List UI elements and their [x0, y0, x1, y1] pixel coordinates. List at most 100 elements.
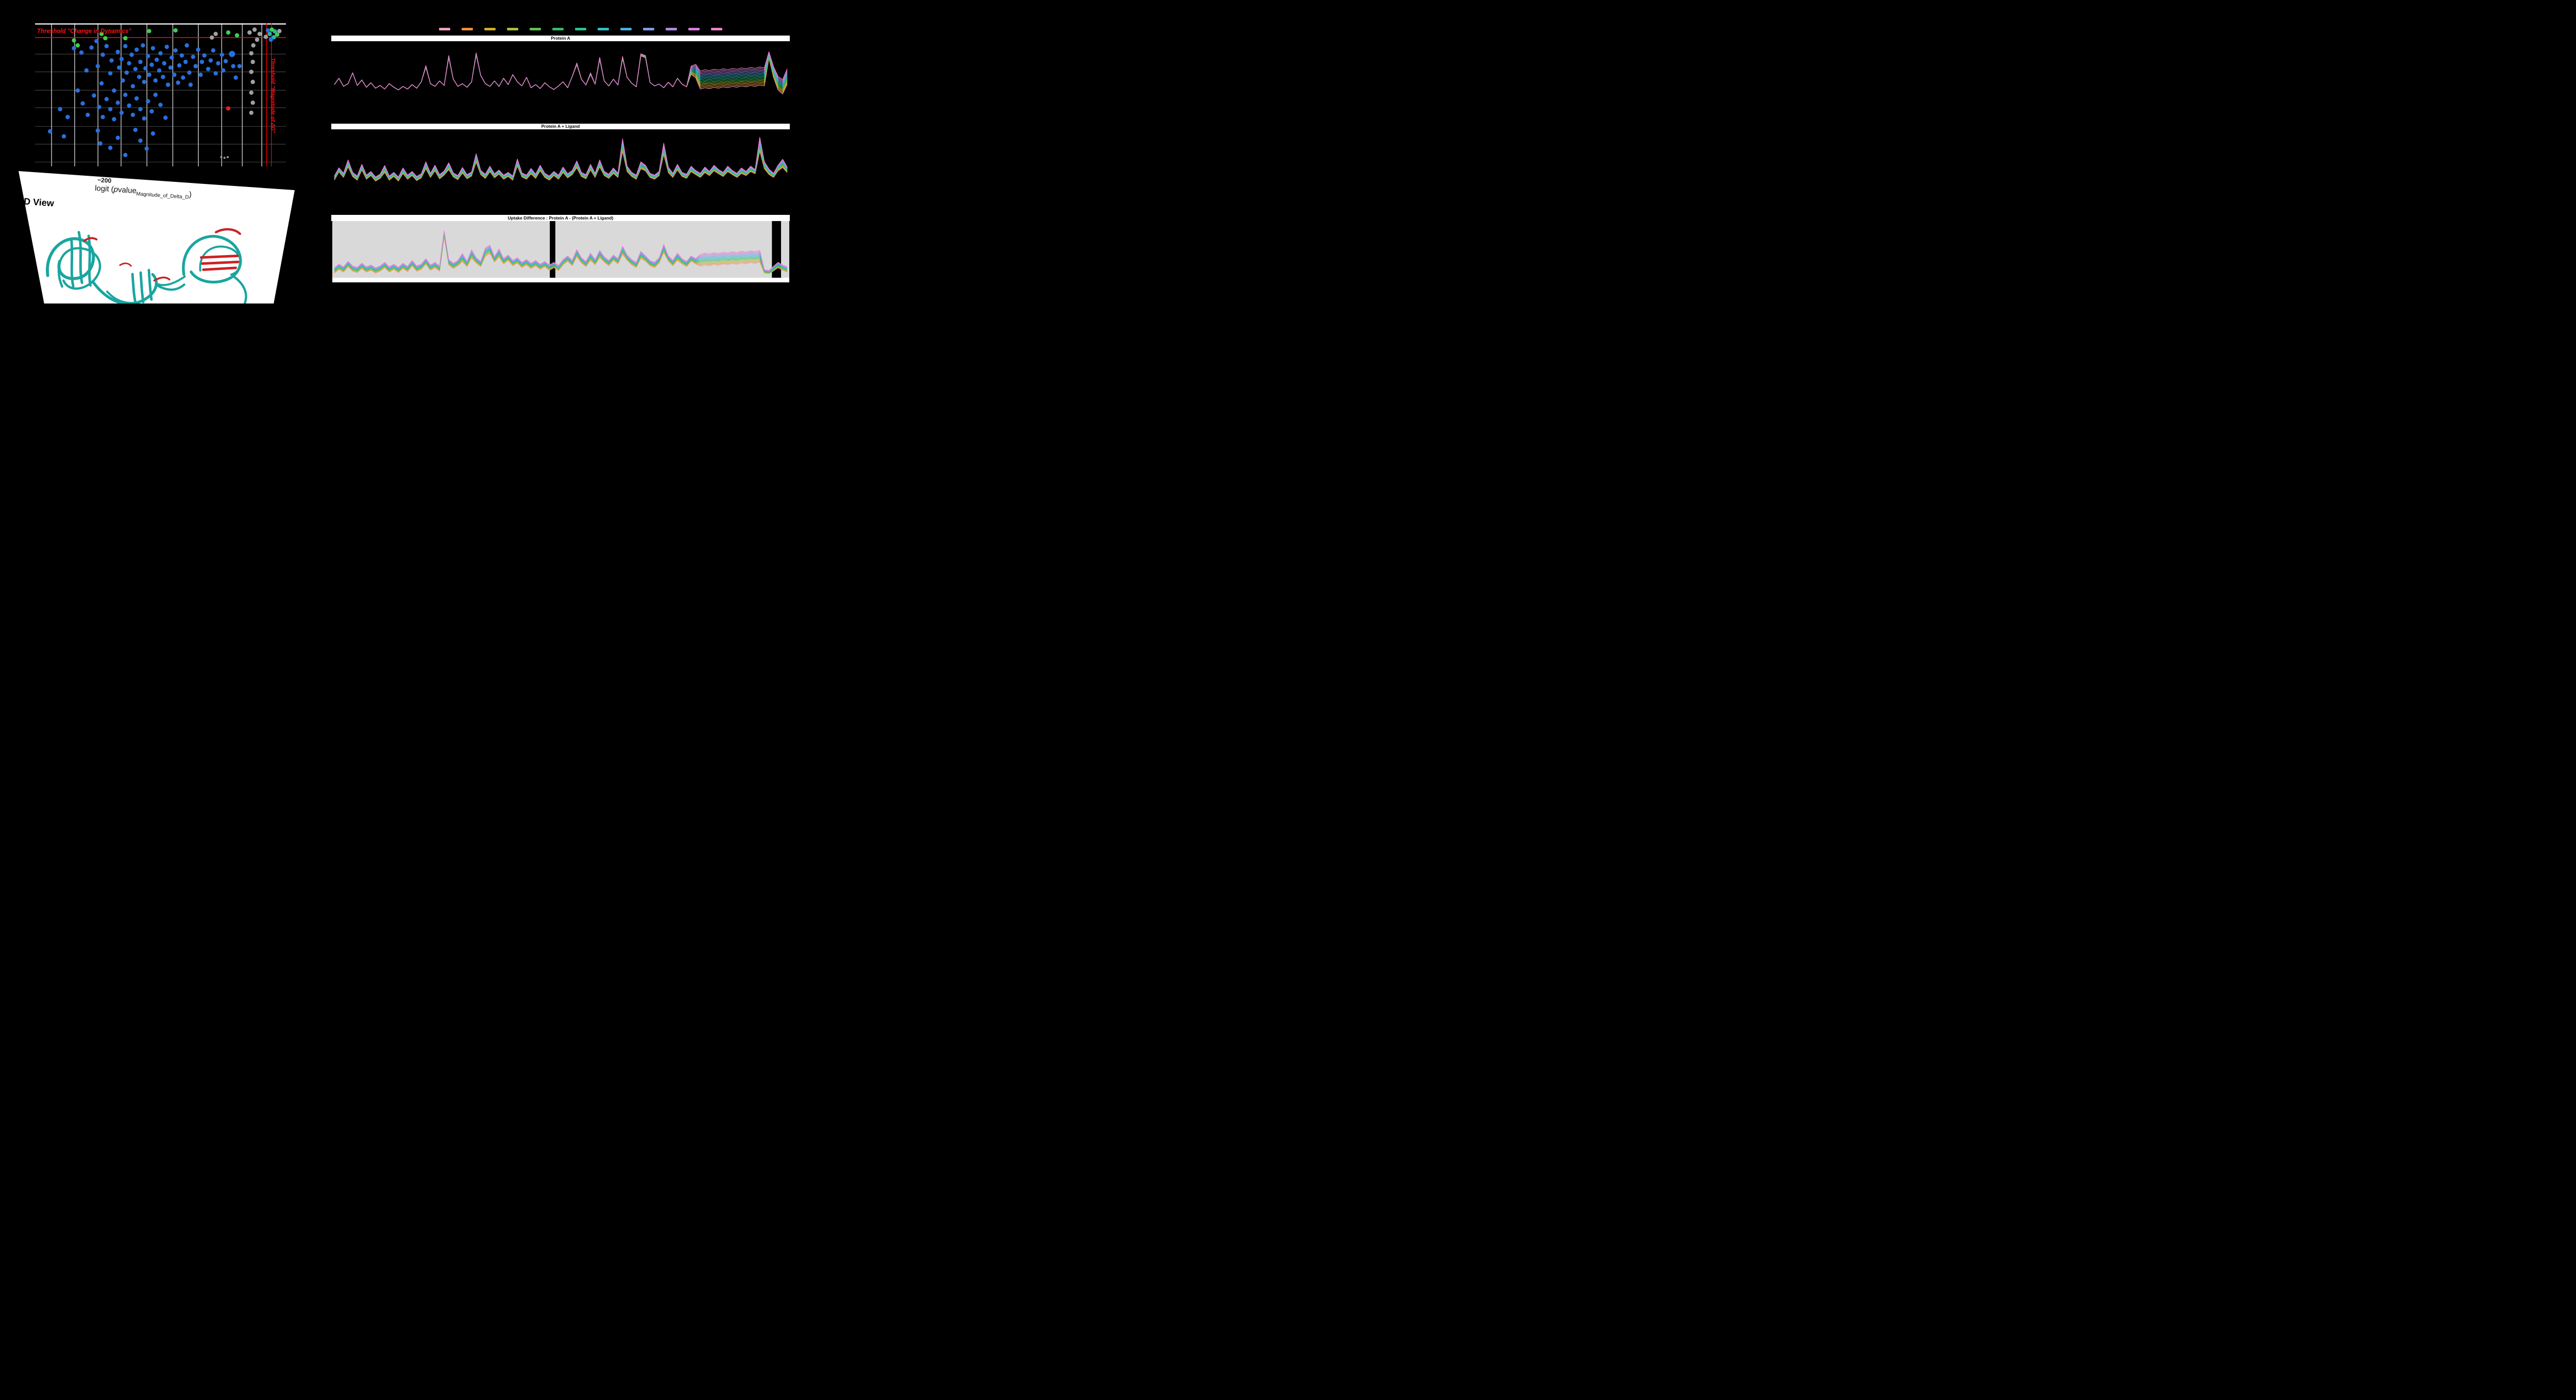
scatter-point[interactable] [176, 80, 180, 85]
scatter-point[interactable] [143, 66, 148, 71]
scatter-point[interactable] [268, 37, 273, 42]
scatter-point[interactable] [220, 156, 223, 158]
scatter-point[interactable] [250, 79, 255, 85]
series-line[interactable] [334, 232, 788, 272]
scatter-point[interactable] [123, 92, 128, 97]
scatter-point[interactable] [211, 48, 215, 53]
scatter-point[interactable] [138, 107, 143, 111]
series-line[interactable] [334, 235, 788, 274]
scatter-point[interactable] [115, 49, 120, 54]
scatter-point[interactable] [164, 44, 169, 49]
legend-swatch[interactable] [507, 28, 518, 30]
scatter-point[interactable] [267, 31, 272, 36]
scatter-point[interactable] [198, 72, 203, 77]
scatter-point[interactable] [249, 70, 253, 74]
scatter-point[interactable] [141, 43, 145, 48]
scatter-point[interactable] [213, 31, 218, 36]
scatter-point[interactable] [103, 36, 108, 41]
scatter-point[interactable] [177, 63, 182, 68]
scatter-point[interactable] [153, 92, 158, 97]
legend-swatch[interactable] [484, 28, 496, 30]
scatter-point[interactable] [112, 117, 116, 122]
scatter-point[interactable] [181, 75, 185, 80]
scatter-point[interactable] [84, 68, 89, 73]
scatter-point[interactable] [257, 31, 262, 36]
legend-swatch[interactable] [552, 28, 564, 30]
scatter-point[interactable] [269, 27, 274, 32]
scatter-point[interactable] [98, 141, 103, 146]
scatter-point[interactable] [251, 43, 256, 48]
scatter-point[interactable] [119, 57, 124, 61]
scatter-point[interactable] [99, 31, 104, 36]
scatter-point[interactable] [199, 59, 205, 64]
scatter-point[interactable] [121, 78, 125, 83]
uptake-difference-chart[interactable] [332, 221, 789, 282]
scatter-point[interactable] [72, 38, 76, 43]
scatter-point[interactable] [150, 131, 156, 136]
scatter-point[interactable] [165, 82, 171, 87]
scatter-point[interactable] [153, 78, 158, 83]
scatter-point[interactable] [123, 44, 128, 48]
scatter-point[interactable] [146, 99, 150, 104]
protein-structure-3d[interactable] [28, 203, 277, 303]
scatter-point[interactable] [133, 66, 138, 72]
scatter-point[interactable] [92, 93, 96, 98]
scatter-point[interactable] [173, 48, 178, 53]
scatter-point[interactable] [124, 70, 129, 75]
scatter-point[interactable] [277, 29, 282, 33]
legend-swatch[interactable] [598, 28, 609, 30]
scatter-point[interactable] [263, 35, 268, 39]
scatter-point[interactable] [213, 71, 218, 76]
scatter-point[interactable] [89, 45, 94, 50]
scatter-point[interactable] [137, 75, 142, 79]
scatter-point[interactable] [48, 129, 53, 134]
series-line[interactable] [334, 148, 788, 181]
legend-swatch[interactable] [462, 28, 473, 30]
scatter-point[interactable] [149, 109, 154, 114]
legend-swatch[interactable] [530, 28, 541, 30]
scatter-point[interactable] [216, 61, 221, 66]
series-line[interactable] [334, 236, 788, 274]
scatter-point[interactable] [134, 47, 139, 52]
series-line[interactable] [334, 54, 788, 91]
scatter-point[interactable] [227, 156, 229, 158]
scatter-point[interactable] [179, 53, 184, 58]
legend-swatch[interactable] [620, 28, 632, 30]
legend-swatch[interactable] [688, 28, 700, 30]
scatter-point[interactable] [202, 53, 207, 58]
series-line[interactable] [334, 234, 788, 274]
scatter-point[interactable] [172, 72, 177, 77]
scatter-point[interactable] [65, 114, 70, 120]
scatter-point[interactable] [134, 96, 139, 101]
scatter-point[interactable] [233, 75, 238, 80]
scatter-point[interactable] [223, 157, 226, 159]
scatter-point[interactable] [97, 105, 101, 109]
scatter-point[interactable] [86, 112, 90, 117]
scatter-point[interactable] [142, 116, 146, 121]
legend-swatch[interactable] [643, 28, 654, 30]
scatter-point[interactable] [127, 61, 131, 66]
legend-swatch[interactable] [666, 28, 677, 30]
scatter-point[interactable] [138, 138, 143, 143]
series-line[interactable] [334, 237, 788, 274]
scatter-point[interactable] [95, 128, 100, 133]
series-line[interactable] [334, 233, 788, 273]
scatter-point[interactable] [108, 145, 113, 150]
scatter-point[interactable] [183, 59, 188, 64]
series-line[interactable] [334, 150, 788, 182]
scatter-point[interactable] [58, 107, 62, 111]
scatter-point[interactable] [104, 44, 109, 48]
scatter-point[interactable] [147, 72, 151, 77]
scatter-point[interactable] [80, 101, 85, 106]
scatter-point[interactable] [191, 55, 195, 59]
scatter-point[interactable] [104, 97, 109, 102]
scatter-point[interactable] [161, 75, 165, 79]
scatter-point[interactable] [158, 51, 163, 56]
scatter-point[interactable] [229, 50, 235, 57]
scatter-point[interactable] [249, 90, 253, 95]
scatter-point[interactable] [144, 146, 149, 151]
series-line[interactable] [334, 137, 788, 178]
volcano-plot[interactable] [35, 23, 286, 166]
scatter-point[interactable] [99, 81, 104, 86]
legend-swatch[interactable] [439, 28, 450, 30]
